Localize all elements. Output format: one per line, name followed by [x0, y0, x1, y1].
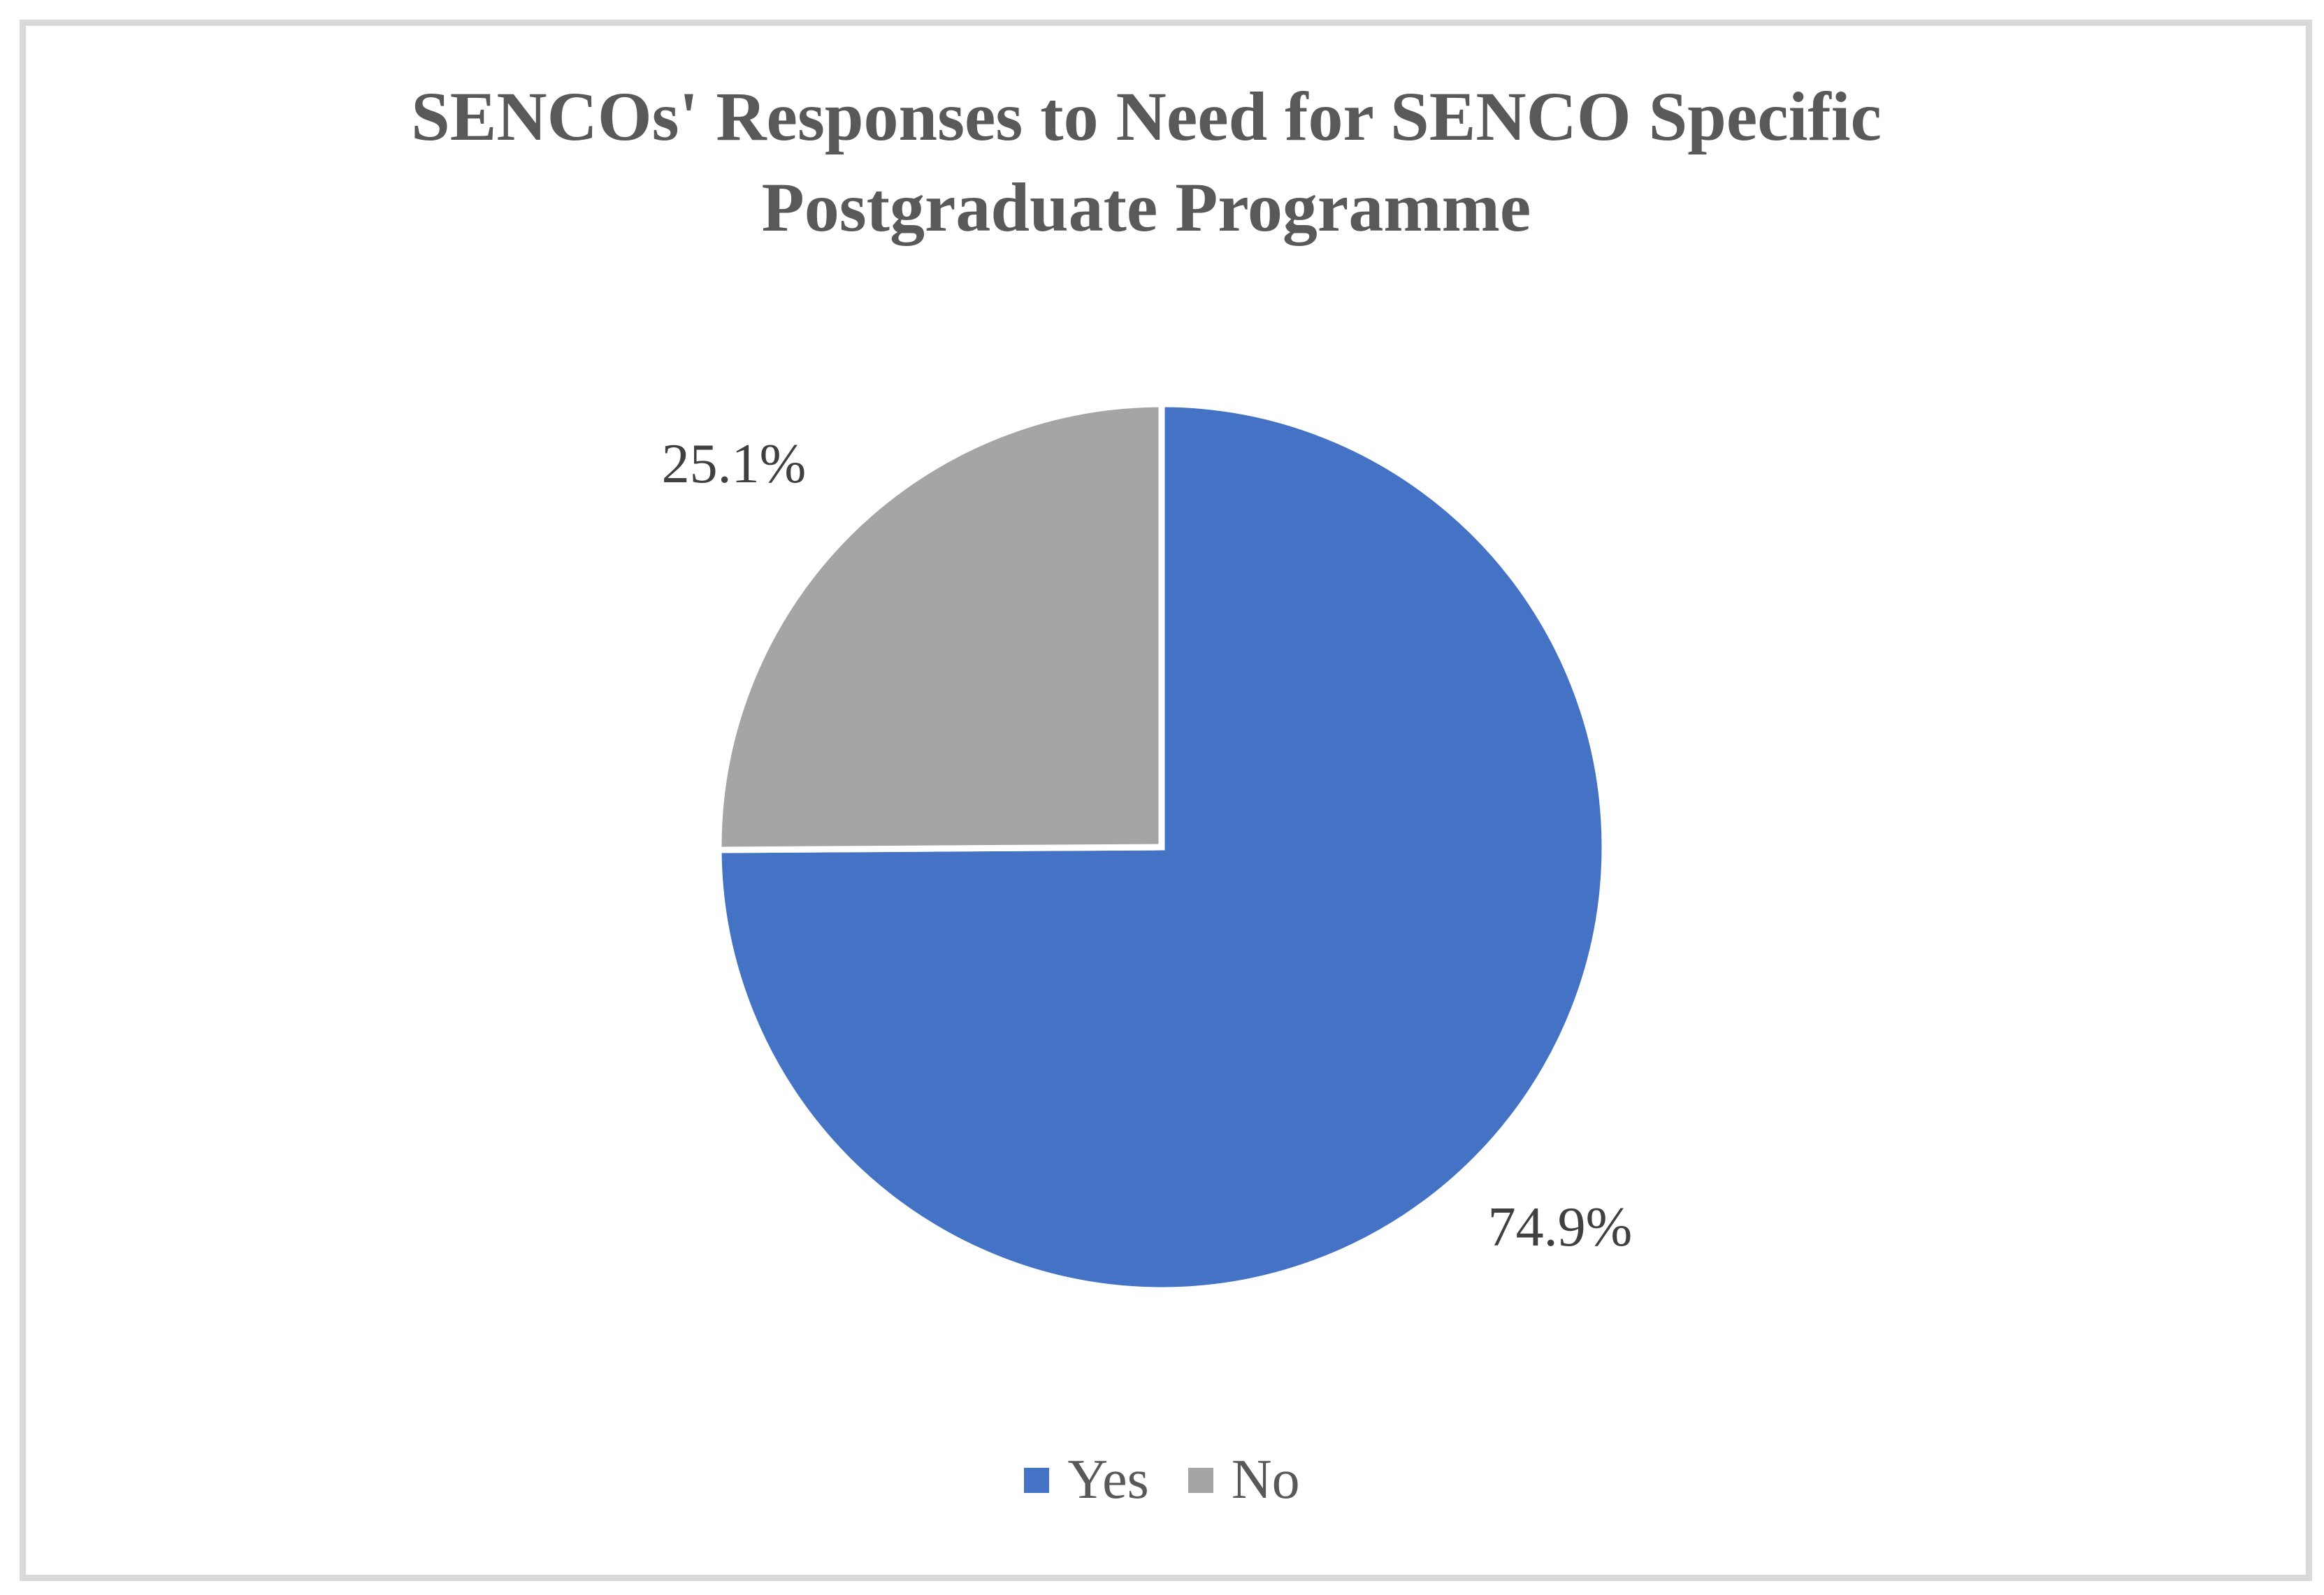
data-label-no: 25.1%	[662, 433, 807, 495]
legend-item-yes[interactable]: Yes	[1024, 1448, 1149, 1512]
pie-data-labels: 74.9% 25.1%	[662, 433, 1633, 1258]
pie-slice-no[interactable]	[715, 400, 1165, 853]
pie-slice-yes[interactable]	[715, 400, 1608, 1294]
legend-swatch-no	[1188, 1467, 1213, 1493]
legend-swatch-yes	[1024, 1467, 1050, 1493]
legend-label-yes: Yes	[1067, 1449, 1149, 1510]
legend: Yes No	[0, 1448, 2324, 1512]
chart-title-line-2: Postgraduate Programme	[761, 168, 1531, 246]
data-label-yes: 74.9%	[1488, 1197, 1633, 1258]
chart-title-line-1: SENCOs' Responses to Need for SENCO Spec…	[411, 78, 1882, 155]
pie-slices	[715, 400, 1608, 1294]
legend-item-no[interactable]: No	[1188, 1448, 1300, 1512]
chart-title: SENCOs' Responses to Need for SENCO Spec…	[0, 71, 2293, 253]
legend-label-no: No	[1231, 1449, 1300, 1510]
